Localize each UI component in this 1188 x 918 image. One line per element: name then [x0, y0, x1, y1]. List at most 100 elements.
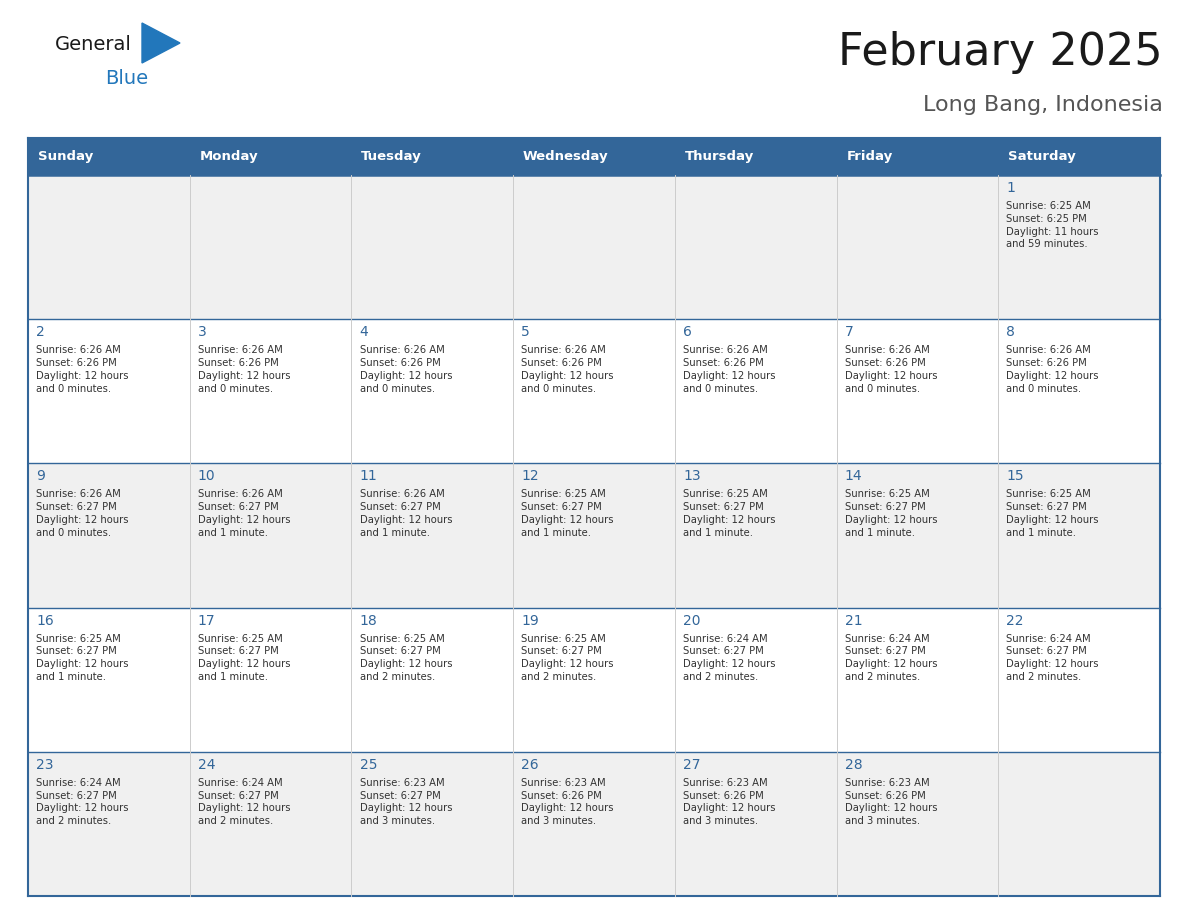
Text: Sunrise: 6:26 AM
Sunset: 6:26 PM
Daylight: 12 hours
and 0 minutes.: Sunrise: 6:26 AM Sunset: 6:26 PM Dayligh…: [522, 345, 614, 394]
Text: 3: 3: [197, 325, 207, 339]
Text: 28: 28: [845, 757, 862, 772]
Text: Friday: Friday: [846, 150, 892, 163]
Text: 23: 23: [36, 757, 53, 772]
Text: Sunrise: 6:23 AM
Sunset: 6:26 PM
Daylight: 12 hours
and 3 minutes.: Sunrise: 6:23 AM Sunset: 6:26 PM Dayligh…: [522, 778, 614, 826]
Text: 19: 19: [522, 613, 539, 628]
Text: Sunrise: 6:26 AM
Sunset: 6:27 PM
Daylight: 12 hours
and 1 minute.: Sunrise: 6:26 AM Sunset: 6:27 PM Dayligh…: [197, 489, 290, 538]
Bar: [998, 175, 1159, 319]
Text: Sunday: Sunday: [38, 150, 93, 163]
Text: Sunrise: 6:24 AM
Sunset: 6:27 PM
Daylight: 12 hours
and 2 minutes.: Sunrise: 6:24 AM Sunset: 6:27 PM Dayligh…: [845, 633, 937, 682]
Bar: [29, 175, 190, 319]
Text: 22: 22: [1006, 613, 1024, 628]
Text: Sunrise: 6:26 AM
Sunset: 6:27 PM
Daylight: 12 hours
and 0 minutes.: Sunrise: 6:26 AM Sunset: 6:27 PM Dayligh…: [36, 489, 128, 538]
Text: 10: 10: [197, 469, 215, 484]
Bar: [675, 319, 836, 464]
Bar: [836, 319, 998, 464]
Bar: [998, 752, 1159, 896]
Text: Monday: Monday: [200, 150, 258, 163]
Text: Sunrise: 6:25 AM
Sunset: 6:27 PM
Daylight: 12 hours
and 2 minutes.: Sunrise: 6:25 AM Sunset: 6:27 PM Dayligh…: [522, 633, 614, 682]
Bar: [352, 608, 513, 752]
Text: 26: 26: [522, 757, 539, 772]
Text: 2: 2: [36, 325, 45, 339]
Text: 25: 25: [360, 757, 377, 772]
Text: Blue: Blue: [105, 69, 148, 87]
Bar: [29, 138, 190, 175]
Text: 15: 15: [1006, 469, 1024, 484]
Text: General: General: [55, 36, 132, 54]
Bar: [513, 464, 675, 608]
Text: 11: 11: [360, 469, 378, 484]
Text: Sunrise: 6:24 AM
Sunset: 6:27 PM
Daylight: 12 hours
and 2 minutes.: Sunrise: 6:24 AM Sunset: 6:27 PM Dayligh…: [36, 778, 128, 826]
Text: 18: 18: [360, 613, 378, 628]
Text: 27: 27: [683, 757, 701, 772]
Polygon shape: [143, 23, 181, 63]
Text: 14: 14: [845, 469, 862, 484]
Text: 21: 21: [845, 613, 862, 628]
Text: Sunrise: 6:25 AM
Sunset: 6:27 PM
Daylight: 12 hours
and 1 minute.: Sunrise: 6:25 AM Sunset: 6:27 PM Dayligh…: [197, 633, 290, 682]
Text: 7: 7: [845, 325, 853, 339]
Text: Tuesday: Tuesday: [361, 150, 422, 163]
Bar: [675, 752, 836, 896]
Text: Long Bang, Indonesia: Long Bang, Indonesia: [923, 95, 1163, 115]
Bar: [836, 608, 998, 752]
Bar: [998, 464, 1159, 608]
Text: 12: 12: [522, 469, 539, 484]
Bar: [29, 608, 190, 752]
Text: Sunrise: 6:25 AM
Sunset: 6:27 PM
Daylight: 12 hours
and 2 minutes.: Sunrise: 6:25 AM Sunset: 6:27 PM Dayligh…: [360, 633, 451, 682]
Text: 4: 4: [360, 325, 368, 339]
Text: February 2025: February 2025: [839, 30, 1163, 73]
Bar: [190, 175, 352, 319]
Text: 24: 24: [197, 757, 215, 772]
Text: Thursday: Thursday: [684, 150, 754, 163]
Bar: [29, 752, 190, 896]
Bar: [190, 608, 352, 752]
Bar: [29, 464, 190, 608]
Text: 17: 17: [197, 613, 215, 628]
Text: Sunrise: 6:26 AM
Sunset: 6:26 PM
Daylight: 12 hours
and 0 minutes.: Sunrise: 6:26 AM Sunset: 6:26 PM Dayligh…: [360, 345, 451, 394]
Bar: [675, 138, 836, 175]
Text: Sunrise: 6:26 AM
Sunset: 6:27 PM
Daylight: 12 hours
and 1 minute.: Sunrise: 6:26 AM Sunset: 6:27 PM Dayligh…: [360, 489, 451, 538]
Text: Sunrise: 6:26 AM
Sunset: 6:26 PM
Daylight: 12 hours
and 0 minutes.: Sunrise: 6:26 AM Sunset: 6:26 PM Dayligh…: [683, 345, 776, 394]
Bar: [836, 752, 998, 896]
Bar: [190, 319, 352, 464]
Bar: [513, 138, 675, 175]
Text: Sunrise: 6:26 AM
Sunset: 6:26 PM
Daylight: 12 hours
and 0 minutes.: Sunrise: 6:26 AM Sunset: 6:26 PM Dayligh…: [197, 345, 290, 394]
Bar: [352, 138, 513, 175]
Text: Sunrise: 6:24 AM
Sunset: 6:27 PM
Daylight: 12 hours
and 2 minutes.: Sunrise: 6:24 AM Sunset: 6:27 PM Dayligh…: [1006, 633, 1099, 682]
Text: Saturday: Saturday: [1007, 150, 1076, 163]
Text: 9: 9: [36, 469, 45, 484]
Bar: [836, 464, 998, 608]
Bar: [513, 752, 675, 896]
Bar: [352, 175, 513, 319]
Bar: [190, 138, 352, 175]
Text: Sunrise: 6:26 AM
Sunset: 6:26 PM
Daylight: 12 hours
and 0 minutes.: Sunrise: 6:26 AM Sunset: 6:26 PM Dayligh…: [1006, 345, 1099, 394]
Text: 1: 1: [1006, 181, 1016, 195]
Bar: [190, 464, 352, 608]
Text: Sunrise: 6:24 AM
Sunset: 6:27 PM
Daylight: 12 hours
and 2 minutes.: Sunrise: 6:24 AM Sunset: 6:27 PM Dayligh…: [683, 633, 776, 682]
Text: Sunrise: 6:26 AM
Sunset: 6:26 PM
Daylight: 12 hours
and 0 minutes.: Sunrise: 6:26 AM Sunset: 6:26 PM Dayligh…: [845, 345, 937, 394]
Bar: [513, 175, 675, 319]
Bar: [29, 319, 190, 464]
Text: 8: 8: [1006, 325, 1016, 339]
Text: 6: 6: [683, 325, 691, 339]
Bar: [998, 138, 1159, 175]
Bar: [675, 175, 836, 319]
Text: Sunrise: 6:26 AM
Sunset: 6:26 PM
Daylight: 12 hours
and 0 minutes.: Sunrise: 6:26 AM Sunset: 6:26 PM Dayligh…: [36, 345, 128, 394]
Bar: [998, 319, 1159, 464]
Text: Sunrise: 6:25 AM
Sunset: 6:27 PM
Daylight: 12 hours
and 1 minute.: Sunrise: 6:25 AM Sunset: 6:27 PM Dayligh…: [1006, 489, 1099, 538]
Text: Sunrise: 6:25 AM
Sunset: 6:27 PM
Daylight: 12 hours
and 1 minute.: Sunrise: 6:25 AM Sunset: 6:27 PM Dayligh…: [683, 489, 776, 538]
Text: 13: 13: [683, 469, 701, 484]
Text: Sunrise: 6:23 AM
Sunset: 6:27 PM
Daylight: 12 hours
and 3 minutes.: Sunrise: 6:23 AM Sunset: 6:27 PM Dayligh…: [360, 778, 451, 826]
Text: 16: 16: [36, 613, 53, 628]
Bar: [352, 752, 513, 896]
Bar: [675, 464, 836, 608]
Bar: [352, 319, 513, 464]
Text: Sunrise: 6:25 AM
Sunset: 6:27 PM
Daylight: 12 hours
and 1 minute.: Sunrise: 6:25 AM Sunset: 6:27 PM Dayligh…: [845, 489, 937, 538]
Text: Sunrise: 6:25 AM
Sunset: 6:27 PM
Daylight: 12 hours
and 1 minute.: Sunrise: 6:25 AM Sunset: 6:27 PM Dayligh…: [36, 633, 128, 682]
Text: Wednesday: Wednesday: [523, 150, 608, 163]
Text: Sunrise: 6:25 AM
Sunset: 6:25 PM
Daylight: 11 hours
and 59 minutes.: Sunrise: 6:25 AM Sunset: 6:25 PM Dayligh…: [1006, 201, 1099, 250]
Text: 5: 5: [522, 325, 530, 339]
Bar: [352, 464, 513, 608]
Bar: [998, 608, 1159, 752]
Text: Sunrise: 6:23 AM
Sunset: 6:26 PM
Daylight: 12 hours
and 3 minutes.: Sunrise: 6:23 AM Sunset: 6:26 PM Dayligh…: [683, 778, 776, 826]
